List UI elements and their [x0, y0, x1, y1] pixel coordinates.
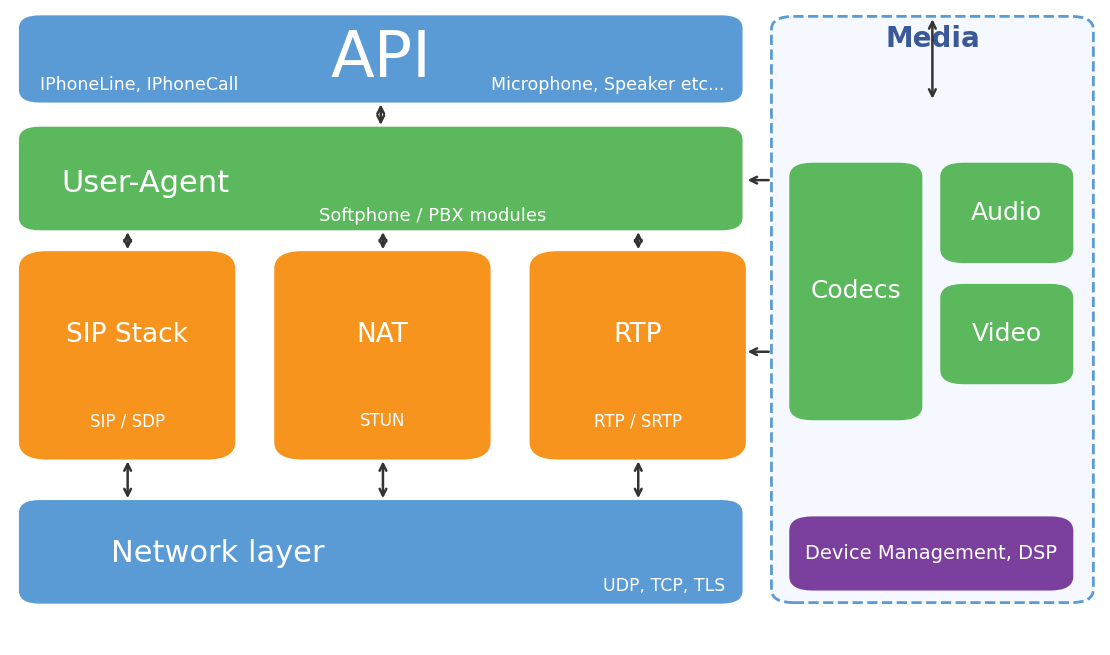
Text: Softphone / PBX modules: Softphone / PBX modules [320, 207, 546, 225]
Text: Audio: Audio [971, 201, 1042, 225]
Text: SIP Stack: SIP Stack [67, 322, 188, 348]
FancyBboxPatch shape [941, 285, 1072, 383]
FancyBboxPatch shape [20, 252, 234, 458]
FancyBboxPatch shape [275, 252, 490, 458]
Text: RTP / SRTP: RTP / SRTP [594, 413, 682, 430]
Text: STUN: STUN [360, 413, 405, 430]
Text: Codecs: Codecs [810, 280, 901, 303]
Text: NAT: NAT [356, 322, 408, 348]
FancyBboxPatch shape [941, 164, 1072, 262]
Text: API: API [331, 28, 431, 90]
FancyBboxPatch shape [790, 164, 921, 419]
Text: Microphone, Speaker etc...: Microphone, Speaker etc... [492, 76, 725, 94]
Text: Device Management, DSP: Device Management, DSP [805, 544, 1058, 563]
Text: RTP: RTP [614, 322, 662, 348]
FancyBboxPatch shape [790, 517, 1072, 590]
FancyBboxPatch shape [20, 16, 741, 102]
Text: User-Agent: User-Agent [61, 169, 229, 198]
FancyBboxPatch shape [20, 128, 741, 229]
FancyBboxPatch shape [20, 501, 741, 603]
FancyBboxPatch shape [771, 16, 1093, 603]
Text: IPhoneLine, IPhoneCall: IPhoneLine, IPhoneCall [40, 76, 239, 94]
FancyBboxPatch shape [531, 252, 745, 458]
Text: UDP, TCP, TLS: UDP, TCP, TLS [603, 577, 725, 595]
Text: Network layer: Network layer [111, 539, 324, 568]
Text: SIP / SDP: SIP / SDP [90, 413, 164, 430]
Text: Media: Media [885, 26, 980, 53]
Text: Video: Video [971, 322, 1042, 346]
